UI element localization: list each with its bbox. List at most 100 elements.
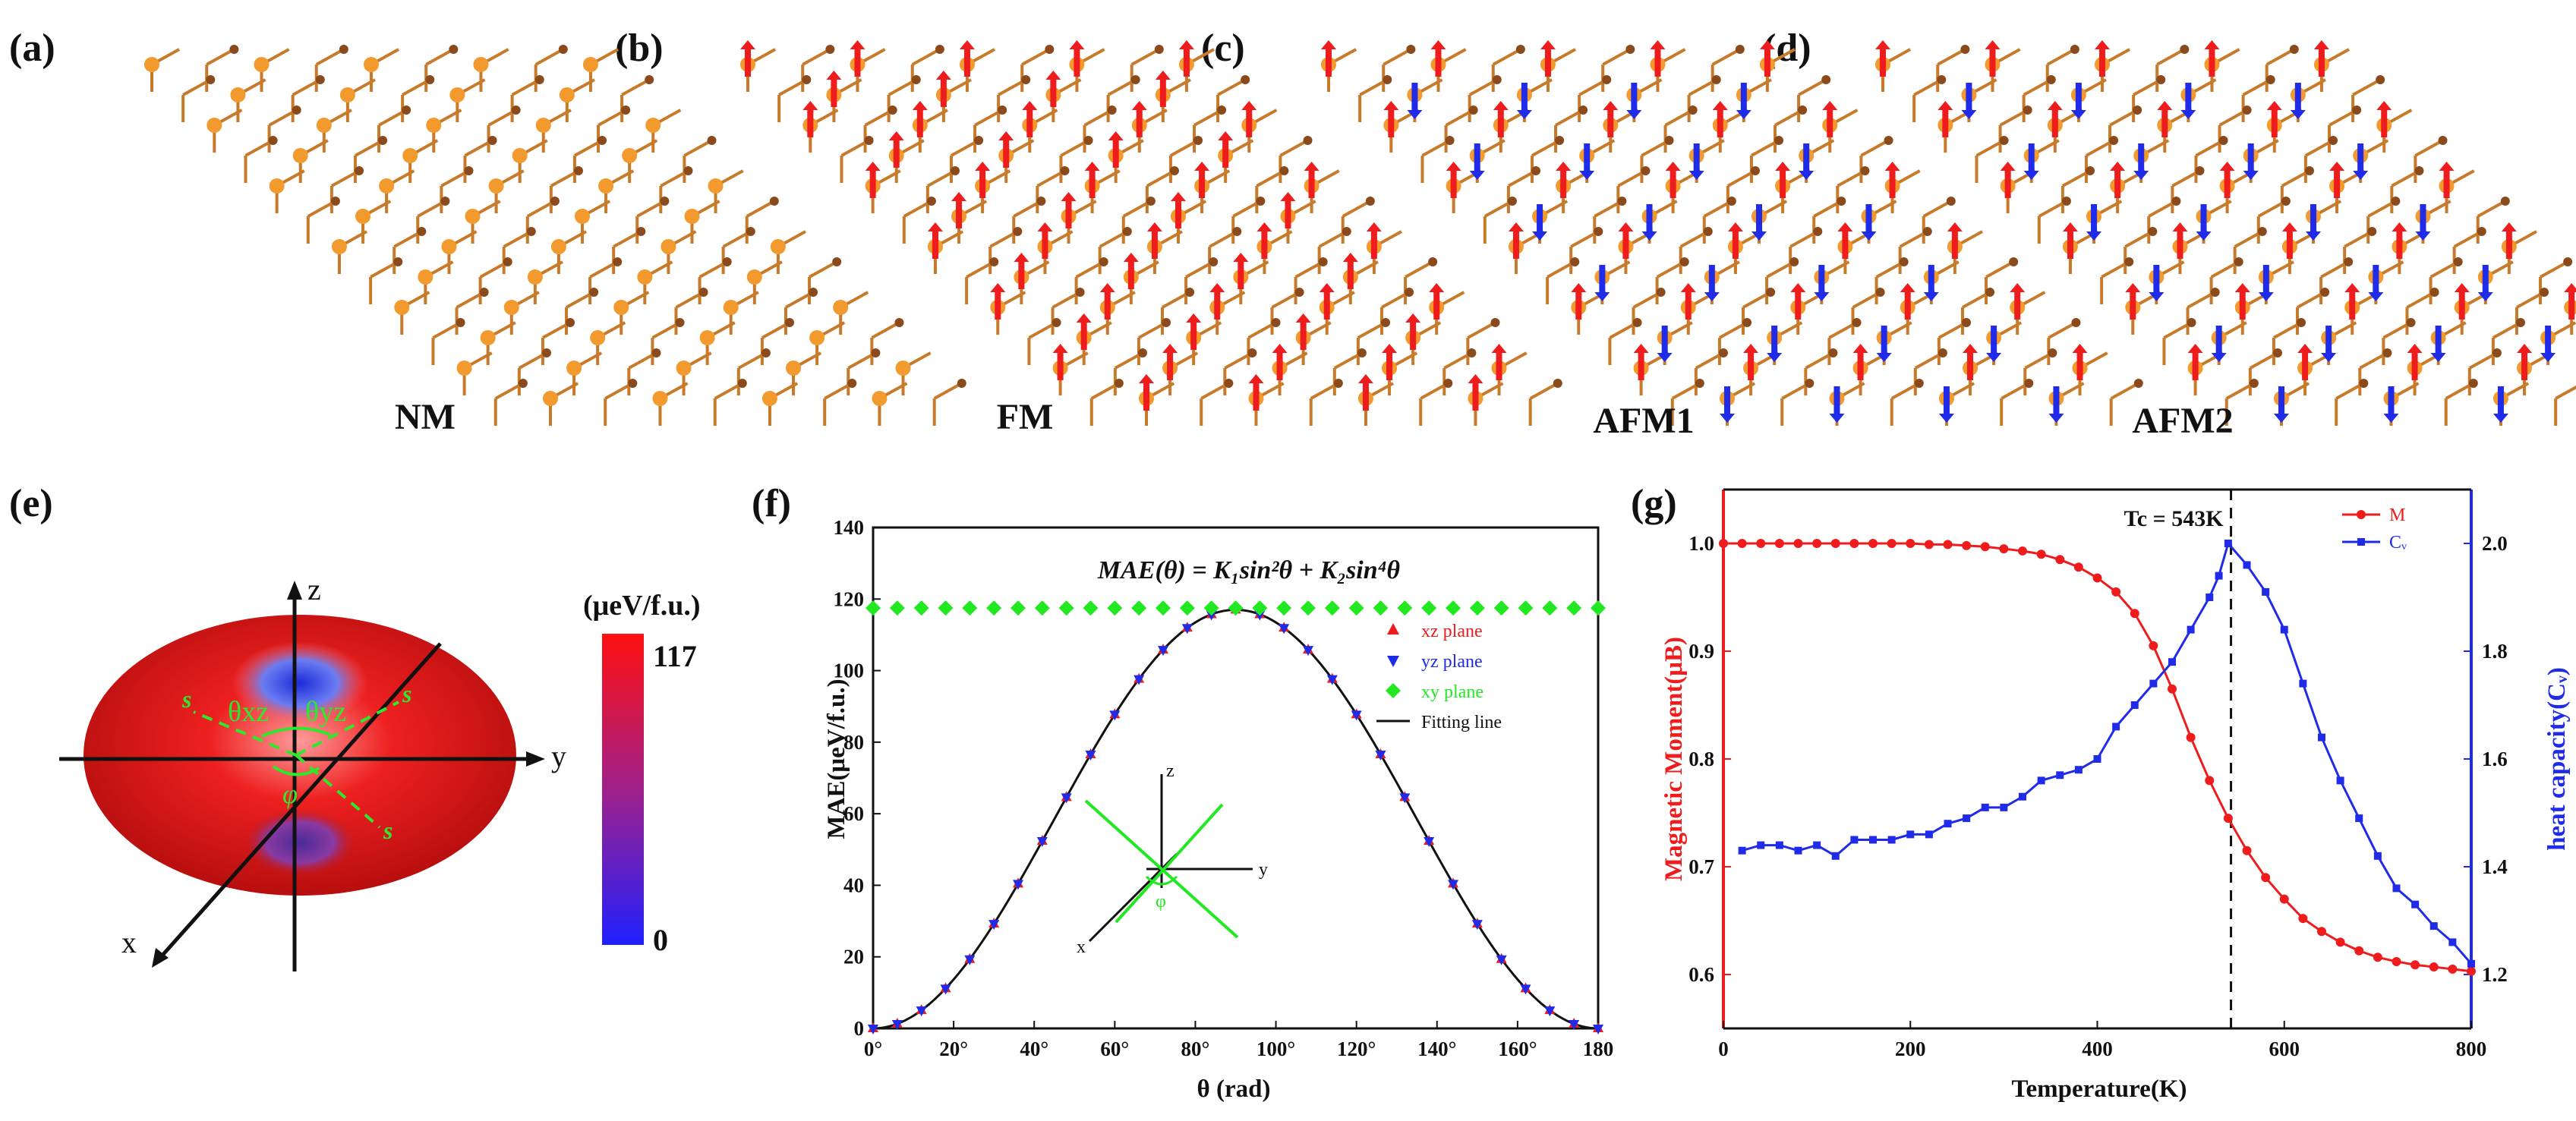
atom-brown — [2187, 318, 2196, 327]
atom-brown — [2328, 136, 2338, 145]
g-ylabel-right: heat capacity(Cᵥ) — [2543, 667, 2571, 851]
atom-brown — [2070, 45, 2079, 54]
lattice-fm — [740, 40, 1562, 426]
atom-brown — [1241, 75, 1250, 84]
atom-brown — [847, 379, 857, 388]
atom-brown — [2297, 318, 2306, 327]
g-cv-point — [2243, 561, 2251, 569]
lattice-bonds — [150, 48, 963, 426]
atom-brown — [698, 288, 708, 297]
atom-brown — [2563, 257, 2573, 266]
f-point-yz — [1569, 1019, 1580, 1030]
f-point-yz — [1134, 675, 1145, 685]
atom-brown — [1060, 166, 1070, 175]
atom-brown — [2391, 197, 2401, 206]
spin-up-head — [1241, 101, 1257, 110]
spin-up-head — [2439, 162, 2455, 171]
g-m-point — [1774, 539, 1784, 548]
spin-up-head — [1680, 283, 1696, 292]
atom-brown — [2376, 75, 2385, 84]
spin-down-head — [2149, 292, 2165, 301]
atom-gold — [566, 361, 582, 376]
f-point-yz — [1085, 750, 1096, 760]
spin-up-head — [2110, 162, 2126, 171]
f-inset-label: x — [1077, 937, 1086, 957]
spin-up-head — [1321, 40, 1336, 49]
spin-down-head — [2180, 110, 2196, 119]
f-fitting-line — [872, 608, 1599, 1030]
e-x-label: x — [121, 925, 137, 959]
g-m-point — [1868, 539, 1878, 548]
atom-brown — [417, 227, 427, 236]
atom-gold — [144, 57, 159, 72]
colorbar-unit: (μeV/f.u.) — [583, 590, 701, 622]
g-xtick-label: 200 — [1895, 1038, 1926, 1060]
f-xtick-label: 80° — [1181, 1038, 1210, 1060]
atom-brown — [1798, 105, 1808, 115]
spin-up-head — [1280, 192, 1296, 201]
g-m-point — [2223, 814, 2233, 823]
spin-down-head — [1657, 353, 1673, 362]
atom-brown — [2492, 348, 2502, 357]
f-point-yz — [1448, 880, 1458, 890]
g-m-point — [2036, 549, 2046, 559]
g-cv-point — [2130, 701, 2139, 709]
spin-up-head — [1131, 101, 1147, 110]
g-m-point — [2467, 966, 2476, 976]
atom-brown — [2061, 197, 2071, 206]
g-legend-cv-label: Cᵥ — [2389, 533, 2407, 553]
spin-up-head — [1076, 313, 1092, 323]
f-point-yz — [916, 1006, 927, 1017]
atom-brown — [2109, 136, 2119, 145]
atom-gold — [575, 209, 590, 224]
g-cv-point — [1775, 841, 1783, 849]
spin-up-head — [1727, 222, 1743, 231]
f-point-xy — [1179, 600, 1195, 616]
spin-up-head — [1052, 344, 1068, 353]
atom-brown — [1735, 45, 1745, 54]
atom-gold — [582, 57, 598, 72]
panel-b-label: (b) — [615, 27, 664, 70]
g-m-point — [1943, 540, 1953, 549]
spin-down-head — [2430, 353, 2446, 362]
g-cv-point — [2168, 658, 2176, 666]
atom-brown — [1946, 197, 1956, 206]
g-cv-point — [2429, 922, 2438, 930]
atom-brown — [449, 45, 459, 54]
spin-up-head — [2392, 222, 2407, 231]
g-m-point — [1849, 539, 1859, 548]
f-point-xy — [1034, 600, 1050, 616]
spin-up-head — [2234, 283, 2250, 292]
atom-brown — [589, 288, 599, 297]
atom-brown — [2148, 227, 2158, 236]
atom-brown — [1632, 318, 1642, 327]
e-y-label: y — [551, 739, 566, 773]
atom-brown — [1357, 348, 1367, 357]
f-point-yz — [1375, 750, 1386, 760]
spin-up-head — [1468, 374, 1483, 383]
spin-up-head — [1852, 344, 1868, 353]
atom-brown — [1209, 257, 1219, 266]
spin-up-head — [1146, 222, 1162, 231]
g-cv-point — [2280, 625, 2288, 634]
lattice-bonds — [1881, 48, 2576, 426]
atom-gold — [559, 87, 575, 102]
atom-gold — [809, 330, 825, 345]
atom-gold — [394, 300, 410, 315]
f-point-xy — [865, 600, 881, 616]
f-point-yz — [1303, 646, 1313, 657]
f-legend-xz-marker — [1387, 623, 1399, 634]
spin-up-head — [1037, 222, 1053, 231]
g-m-point — [2429, 962, 2439, 972]
atom-brown — [1247, 348, 1257, 357]
f-xtick-label: 60° — [1100, 1038, 1129, 1060]
f-ytick-label: 60 — [843, 802, 864, 825]
g-cv-point — [1757, 841, 1765, 849]
f-ytick-label: 100 — [834, 660, 865, 682]
f-ytick-label: 120 — [834, 587, 865, 610]
g-cv-point — [2355, 814, 2363, 823]
spin-down-head — [2211, 353, 2227, 362]
f-point-yz — [1158, 646, 1168, 657]
spin-up-head — [951, 192, 967, 201]
